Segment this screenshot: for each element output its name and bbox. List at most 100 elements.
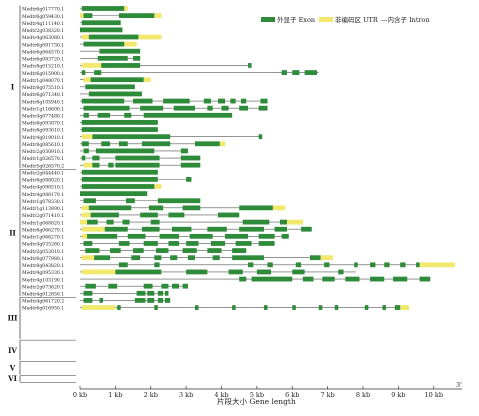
exon-segment [170, 255, 178, 261]
gene-row: Medtr1g116600.1 [22, 105, 268, 112]
exon-segment [354, 262, 358, 268]
gene-row: Medtr2g053010.1 [22, 248, 247, 255]
gene-id-label: Medtr8g043820.1 [22, 263, 64, 269]
utr-segment [154, 184, 162, 189]
exon-segment [88, 205, 132, 211]
exon-segment [140, 212, 158, 218]
axis-tick-label: 10 kb [425, 391, 443, 399]
gene-id-label: Medtr2g071410.1 [22, 213, 64, 219]
gene-row: Medtr4g063080.1 [22, 34, 162, 41]
utr-segment [80, 219, 88, 225]
exon-segment [80, 191, 148, 197]
exon-segment [124, 112, 132, 118]
exon-segment [90, 212, 119, 218]
exon-segment [318, 305, 323, 310]
utr-segment [81, 255, 95, 261]
gene-id-label: Medtr2g053010.1 [22, 249, 64, 255]
gene-id-label: Medtr6g015900.1 [22, 71, 64, 77]
exon-segment [182, 283, 188, 289]
exon-segment [81, 6, 125, 11]
exon-segment [118, 13, 155, 19]
gene-row: Medtr4g035260.1 [22, 241, 275, 248]
gene-row: Medtr2g071410.1 [22, 212, 240, 219]
gene-row: Medtr1g113890.1 [22, 205, 286, 212]
exon-segment [394, 305, 401, 310]
utr-segment [124, 6, 128, 11]
exon-segment [92, 162, 100, 168]
gene-id-label: Medtr4g012850.1 [22, 292, 64, 298]
exon-segment [258, 233, 275, 239]
exon-segment [81, 127, 158, 132]
exon-segment [279, 219, 287, 225]
utr-segment [138, 34, 162, 40]
exon-segment [248, 262, 254, 268]
exon-segment [400, 262, 406, 268]
exon-segment [281, 70, 287, 75]
gene-row: Medtr6g071340.1 [22, 91, 142, 98]
utr-segment [272, 205, 286, 211]
exon-segment [88, 34, 139, 40]
exon-segment [239, 226, 264, 232]
exon-segment [212, 255, 220, 261]
exon-segment [147, 290, 155, 296]
exon-segment [154, 305, 158, 310]
gene-row: Medtr4g098510.1 [22, 184, 162, 191]
exon-segment [281, 233, 289, 239]
exon-segment [117, 305, 121, 310]
exon-segment [97, 55, 128, 61]
exon-segment [133, 55, 141, 61]
utr-segment [83, 162, 93, 168]
exon-segment [83, 105, 130, 111]
group-label: VI [7, 374, 17, 383]
gene-row: Medtr8g105940.1 [22, 98, 268, 105]
axis-tick-label: 9 kb [391, 391, 405, 399]
exon-segment [258, 105, 268, 111]
axis-tick-label: 3 kb [179, 391, 193, 399]
exon-segment [97, 112, 111, 118]
gene-rows: Medtr6g017770.1Medtr6g059430.1Medtr4g111… [22, 6, 455, 312]
gene-id-label: Medtr1g078330.1 [22, 199, 64, 205]
exon-segment [115, 269, 162, 275]
exon-segment [156, 248, 169, 253]
exon-segment [83, 112, 89, 118]
exon-segment [133, 248, 144, 253]
exon-segment [104, 226, 128, 232]
gene-id-label: Medtr8g075510.1 [22, 85, 64, 91]
exon-segment [230, 98, 236, 104]
exon-segment [182, 248, 197, 253]
exon-segment [186, 176, 192, 182]
gene-row: Medtr8g093870.1 [22, 120, 158, 127]
gene-id-label: Medtr8g015210.1 [22, 64, 64, 70]
exon-segment [118, 262, 128, 268]
exon-segment [85, 283, 96, 289]
gene-id-label: Medtr4g063080.1 [22, 35, 64, 41]
exon-segment [133, 98, 153, 104]
exon-segment [225, 233, 249, 239]
gene-id-label: Medtr4g019010.1 [22, 135, 64, 141]
utr-segment [286, 219, 303, 225]
gene-id-label: Medtr8g105940.1 [22, 99, 64, 105]
exon-segment [364, 305, 369, 310]
group-label: IV [8, 346, 17, 355]
exon-segment [235, 241, 252, 246]
exon-segment [110, 248, 121, 253]
exon-segment [189, 233, 213, 239]
gene-row: Medtr4g012850.1 [22, 290, 169, 298]
utr-segment [81, 226, 105, 232]
gene-row: Medtr4g061720.2 [22, 298, 171, 305]
gene-row: Medtr1g066270.1 [22, 233, 289, 241]
exon-segment [90, 77, 144, 83]
gene-id-label: Medtr1g066270.1 [22, 235, 64, 241]
utr-segment [81, 212, 91, 218]
exon-segment [147, 298, 155, 303]
gene-id-label: Medtr8g088020.1 [22, 178, 64, 184]
gene-row: Medtr1g048070.1 [22, 77, 151, 84]
utr-segment [81, 233, 88, 239]
exon-segment [292, 70, 300, 75]
utr-segment [124, 41, 137, 47]
exon-segment [301, 226, 312, 232]
axis-tick-label: 8 kb [356, 391, 370, 399]
exon-segment [108, 283, 118, 289]
